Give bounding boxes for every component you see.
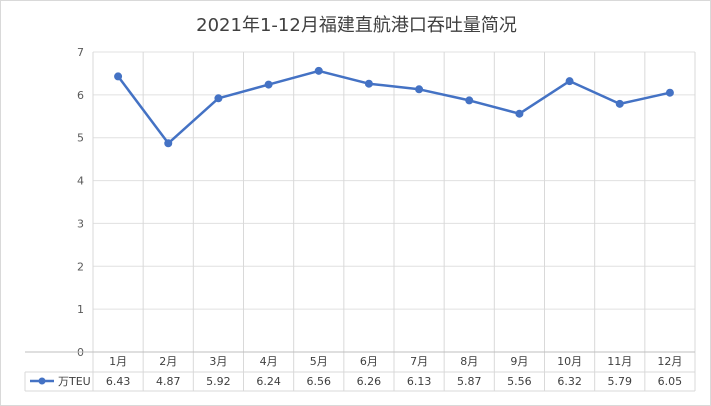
data-point: [615, 99, 624, 108]
table-value: 5.56: [507, 375, 532, 388]
y-tick-label: 3: [77, 217, 84, 230]
series-line: [117, 69, 671, 145]
x-tick-label: 11月: [607, 355, 632, 368]
table-value: 6.32: [557, 375, 582, 388]
x-tick-label: 8月: [460, 355, 478, 368]
data-point: [515, 109, 524, 118]
x-tick-label: 12月: [657, 355, 682, 368]
table-value: 6.26: [357, 375, 382, 388]
table-value: 6.43: [106, 375, 131, 388]
data-point: [465, 96, 474, 105]
legend-label: 万TEU: [58, 375, 91, 388]
data-point: [214, 94, 223, 103]
y-tick-label: 5: [77, 132, 84, 145]
table-value: 6.56: [307, 375, 332, 388]
data-point: [314, 66, 323, 75]
table-value: 6.13: [407, 375, 432, 388]
y-tick-label: 4: [77, 175, 84, 188]
table-value: 5.87: [457, 375, 482, 388]
table-value: 4.87: [156, 375, 181, 388]
legend-marker: [38, 377, 46, 385]
y-tick-label: 1: [77, 303, 84, 316]
y-tick-label: 7: [77, 46, 84, 59]
data-point: [665, 88, 674, 97]
x-tick-label: 6月: [360, 355, 378, 368]
x-tick-label: 10月: [557, 355, 582, 368]
x-tick-label: 3月: [209, 355, 227, 368]
table-value: 5.92: [206, 375, 231, 388]
x-tick-label: 7月: [410, 355, 428, 368]
data-point: [364, 79, 373, 88]
y-tick-label: 6: [77, 89, 84, 102]
table-value: 5.79: [608, 375, 633, 388]
data-point: [114, 72, 123, 81]
x-tick-label: 4月: [260, 355, 278, 368]
y-tick-label: 2: [77, 260, 84, 273]
data-point: [415, 85, 424, 94]
x-tick-label: 2月: [159, 355, 177, 368]
chart-title: 2021年1-12月福建直航港口吞吐量简况: [196, 15, 517, 36]
table-value: 6.05: [658, 375, 683, 388]
x-tick-label: 1月: [109, 355, 127, 368]
data-point: [164, 139, 173, 148]
table-value: 6.24: [256, 375, 281, 388]
x-tick-label: 9月: [510, 355, 528, 368]
data-point: [565, 77, 574, 86]
x-tick-label: 5月: [310, 355, 328, 368]
data-point: [264, 80, 273, 89]
